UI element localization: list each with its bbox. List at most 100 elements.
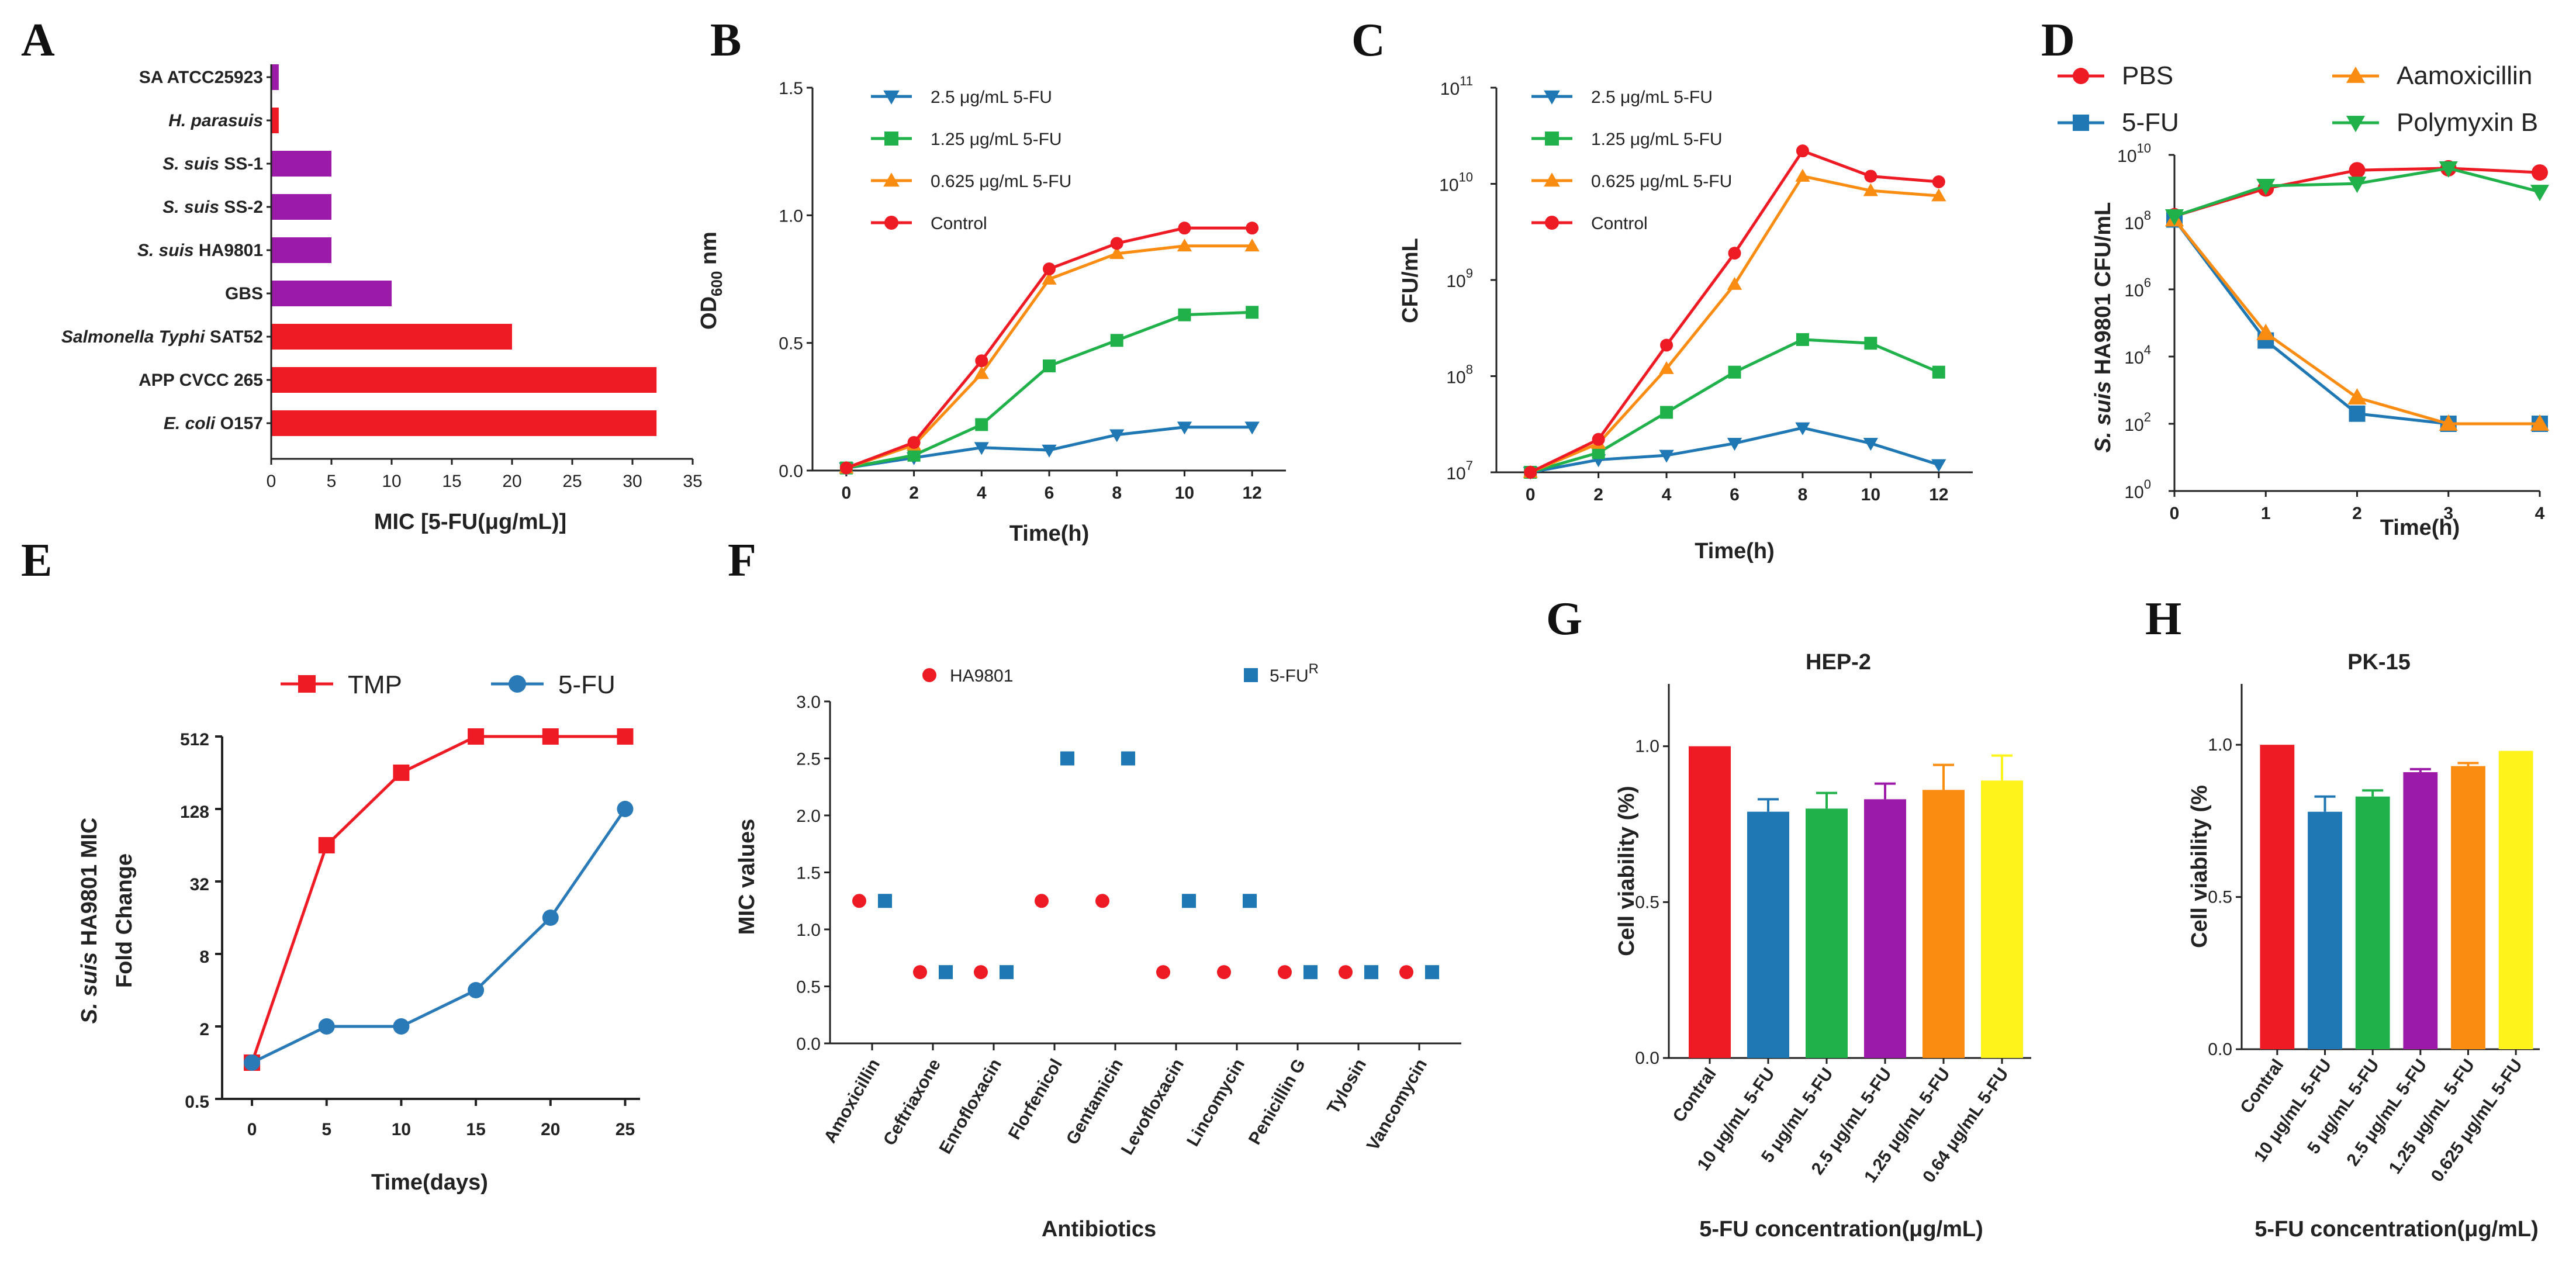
data-point <box>1364 965 1378 980</box>
data-point <box>1244 238 1260 252</box>
y-tick-label: 1011 <box>1440 74 1473 99</box>
y-axis-title-italic: S. suis <box>77 952 102 1024</box>
data-point <box>2349 405 2366 422</box>
data-point <box>1109 246 1125 260</box>
y-tick-label: 104 <box>2124 343 2151 368</box>
x-tick-label: 4 <box>1662 485 1672 504</box>
x-tick-label: 1 <box>2261 504 2271 523</box>
bar <box>271 237 331 263</box>
legend-marker <box>298 675 316 693</box>
data-point <box>1660 406 1673 419</box>
category-label-part: SAT52 <box>205 327 263 347</box>
data-point <box>1659 361 1674 374</box>
panel-label-e: E <box>21 535 52 586</box>
bar <box>2451 766 2485 1049</box>
legend-label: Polymyxin B <box>2397 108 2538 137</box>
y-tick-base: 10 <box>2124 483 2143 502</box>
x-axis-title: Time(h) <box>1009 521 1090 546</box>
y-tick-base: 10 <box>1439 176 1458 195</box>
data-point <box>1109 429 1125 442</box>
category-label-part: S. suis <box>162 154 219 174</box>
y-axis-title-tail: HA9801 CFU/mL <box>2091 202 2115 381</box>
data-point <box>1728 365 1741 379</box>
data-point <box>1795 422 1810 435</box>
y-tick-exponent: 7 <box>1466 458 1473 473</box>
y-tick-label: 0.0 <box>1635 1049 1659 1068</box>
category-label-part: S. suis <box>162 198 219 217</box>
data-point <box>2530 414 2550 431</box>
panel-label-f: F <box>728 535 756 586</box>
legend-label: 2.5 μg/mL 5-FU <box>1591 88 1713 107</box>
legend-marker <box>1544 172 1560 187</box>
x-axis-title: Antibiotics <box>1042 1217 1156 1242</box>
bar <box>2403 772 2438 1049</box>
x-axis-title: 5-FU concentration(μg/mL) <box>2255 1217 2539 1242</box>
y-tick-label: 2.5 <box>796 750 821 769</box>
y-tick-base: 10 <box>2124 214 2143 233</box>
x-axis-title: MIC [5-FU(μg/mL)] <box>374 510 566 534</box>
bar <box>1806 808 1848 1058</box>
legend-label: 5-FUR <box>1270 661 1319 686</box>
data-point <box>1727 276 1742 290</box>
data-point <box>2349 162 2366 179</box>
panel-label-c: C <box>1351 15 1385 66</box>
y-axis-title-tail: nm <box>697 231 721 271</box>
legend-label: HA9801 <box>950 666 1013 686</box>
data-point <box>468 982 485 998</box>
x-tick-label: 4 <box>977 483 987 503</box>
y-tick-label: 1010 <box>2117 141 2151 166</box>
x-tick-label: 1.25 μg/mL 5-FU <box>2385 1056 2479 1177</box>
category-label: Salmonella Typhi SAT52 <box>61 327 263 347</box>
category-label: S. suis SS-2 <box>162 198 263 217</box>
data-point <box>1156 965 1170 980</box>
bar <box>1747 811 1789 1058</box>
bar <box>2308 811 2342 1049</box>
x-tick-label: 10 <box>1175 483 1194 503</box>
data-point <box>1110 334 1123 347</box>
legend-marker <box>2346 116 2366 133</box>
legend-label: 1.25 μg/mL 5-FU <box>1591 130 1723 149</box>
data-point <box>2256 323 2276 340</box>
x-tick-label: 0 <box>1526 485 1536 504</box>
y-tick-label: 8 <box>199 948 209 967</box>
y-axis-title-tail: HA9801 MIC <box>77 818 102 952</box>
x-axis-title: 5-FU concentration(μg/mL) <box>1699 1217 1983 1242</box>
legend-label: Control <box>1591 214 1648 233</box>
x-tick-label: 2 <box>1593 485 1603 504</box>
y-tick-base: 10 <box>1446 464 1465 483</box>
legend-label: PBS <box>2122 61 2173 90</box>
data-point <box>1182 894 1196 908</box>
data-point <box>1000 965 1014 980</box>
category-label: SA ATCC25923 <box>139 68 263 87</box>
y-tick-label: 128 <box>180 803 209 822</box>
x-tick-label: Amoxicillin <box>820 1056 884 1146</box>
y-tick-label: 0.0 <box>779 462 803 481</box>
category-label-part: SS-2 <box>219 198 263 217</box>
x-tick-label: 6 <box>1045 483 1054 503</box>
y-tick-label: 0.5 <box>796 978 821 997</box>
legend-marker <box>884 132 898 146</box>
data-point <box>1278 965 1292 980</box>
x-tick-label: 0 <box>2170 504 2180 523</box>
data-point <box>1303 965 1318 980</box>
bar <box>2498 751 2533 1049</box>
y-tick-label: 3.0 <box>796 693 821 712</box>
bar <box>271 108 279 133</box>
data-point <box>1796 144 1809 158</box>
y-tick-exponent: 10 <box>1459 170 1473 185</box>
x-tick-label: 0 <box>267 472 276 491</box>
legend-label-main: 5-FU <box>1270 666 1309 686</box>
data-point <box>1863 438 1879 451</box>
data-point <box>907 435 921 449</box>
data-point <box>1042 271 1057 285</box>
data-point <box>913 965 927 980</box>
panel-label-a: A <box>21 15 55 66</box>
x-tick-label: 0 <box>247 1120 257 1139</box>
panel-label-h: H <box>2145 593 2181 645</box>
data-point <box>393 1018 410 1035</box>
y-tick-label: 0.5 <box>2208 888 2232 907</box>
y-tick-base: 10 <box>2124 416 2143 435</box>
legend-marker <box>2073 68 2089 84</box>
